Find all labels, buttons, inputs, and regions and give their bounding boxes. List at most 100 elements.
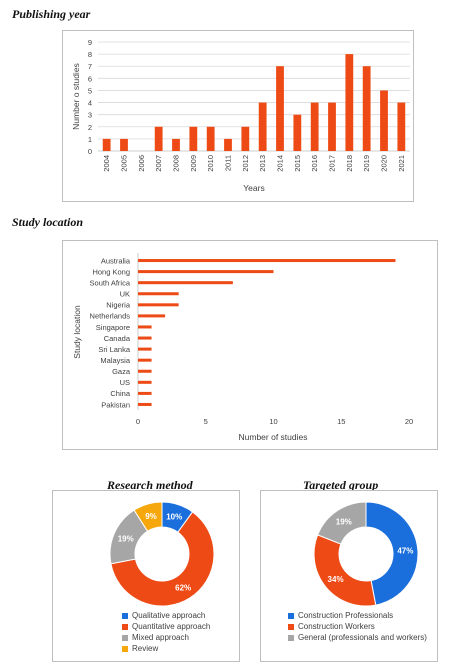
x-tick-label: 2010 (206, 155, 215, 172)
location-label: Pakistan (101, 400, 130, 409)
y-tick-label: 5 (88, 86, 92, 95)
location-bar (138, 281, 233, 285)
location-label: Australia (101, 256, 131, 265)
x-tick-label: 2007 (154, 155, 163, 172)
donut-data-label: 19% (118, 534, 134, 543)
y-tick-label: 3 (88, 111, 92, 120)
x-tick-label: 2008 (172, 155, 181, 172)
x-tick-label: 2012 (241, 155, 250, 172)
location-label: UK (120, 290, 130, 299)
donut-data-label: 47% (397, 546, 413, 555)
y-tick-label: 9 (88, 38, 92, 47)
location-label: Canada (104, 334, 131, 343)
x-tick-label: 2015 (293, 155, 302, 172)
year-bar (328, 102, 336, 151)
legend-label: Review (132, 644, 159, 653)
y-tick-label: 2 (88, 123, 92, 132)
y-axis-label: Study location (72, 305, 82, 359)
x-tick-label: 15 (337, 417, 345, 426)
x-tick-label: 2013 (258, 155, 267, 172)
x-tick-label: 2018 (345, 155, 354, 172)
location-label: China (110, 389, 130, 398)
x-tick-label: 2009 (189, 155, 198, 172)
location-bar (138, 358, 152, 362)
x-tick-label: 2004 (102, 155, 111, 172)
location-bar (138, 270, 274, 274)
year-bar (241, 126, 250, 151)
x-tick-label: 2021 (397, 155, 406, 172)
location-bar (138, 347, 152, 351)
year-bar (362, 66, 371, 151)
year-bar (258, 102, 267, 151)
x-tick-label: 2014 (276, 155, 285, 172)
location-bar (138, 303, 179, 307)
donut-slice (365, 501, 419, 606)
legend-label: Construction Professionals (298, 611, 394, 620)
legend-entry: Quantitative approach (122, 621, 210, 632)
x-tick-label: 2005 (120, 155, 129, 172)
x-tick-label: 2011 (224, 155, 233, 171)
legend-entry: Construction Workers (288, 621, 427, 632)
location-bar (138, 336, 152, 340)
donut-data-label: 10% (166, 512, 182, 521)
x-tick-label: 5 (204, 417, 208, 426)
publishing-year-title: Publishing year (12, 7, 91, 21)
donut-data-label: 62% (175, 583, 191, 592)
location-label: Sri Lanka (98, 345, 131, 354)
legend-entry: Mixed approach (122, 632, 210, 643)
x-axis-label: Number of studies (239, 432, 308, 442)
legend-swatch (288, 623, 294, 630)
year-bar (380, 90, 388, 151)
x-tick-label: 0 (136, 417, 140, 426)
location-label: Netherlands (90, 312, 131, 321)
donut-slice (317, 501, 367, 545)
location-bar (138, 292, 179, 296)
y-tick-label: 6 (88, 74, 92, 83)
location-bar (138, 391, 152, 395)
y-tick-label: 8 (88, 50, 92, 59)
targeted-group-title: Targeted group (303, 478, 379, 492)
y-tick-label: 4 (88, 99, 92, 108)
y-tick-label: 1 (88, 135, 92, 144)
location-bar (138, 369, 152, 373)
year-bar (102, 138, 111, 151)
donut-slice (133, 501, 163, 532)
legend-label: General (professionals and workers) (298, 633, 427, 642)
research-method-title: Research method (107, 478, 193, 492)
legend-label: Qualitative approach (132, 611, 206, 620)
x-tick-label: 2020 (380, 155, 389, 172)
year-bar (397, 102, 406, 151)
year-bar (345, 54, 354, 151)
year-bar (276, 66, 284, 151)
x-tick-label: 2017 (328, 155, 337, 172)
legend-entry: Construction Professionals (288, 610, 427, 621)
year-bar (206, 126, 215, 151)
y-tick-label: 7 (88, 62, 92, 71)
location-label: Hong Kong (92, 267, 130, 276)
publishing-year-chart-frame (62, 30, 414, 202)
location-bar (138, 380, 152, 384)
legend-swatch (122, 645, 128, 652)
location-label: Malaysia (100, 356, 130, 365)
legend-entry: Qualitative approach (122, 610, 210, 621)
study-location-chart-frame (62, 240, 438, 450)
year-bar (172, 138, 180, 151)
location-label: Nigeria (106, 301, 131, 310)
x-axis-label: Years (243, 183, 264, 193)
location-label: South Africa (90, 278, 131, 287)
legend-swatch (122, 612, 128, 619)
x-tick-label: 10 (269, 417, 277, 426)
location-label: Singapore (96, 323, 130, 332)
x-tick-label: 2019 (362, 155, 371, 172)
location-label: US (120, 378, 130, 387)
location-bar (138, 325, 152, 329)
donut-data-label: 34% (328, 575, 344, 584)
x-tick-label: 20 (405, 417, 413, 426)
research-method-legend: Qualitative approach Quantitative approac… (122, 610, 210, 654)
legend-entry: General (professionals and workers) (288, 632, 427, 643)
year-bar (224, 138, 232, 151)
